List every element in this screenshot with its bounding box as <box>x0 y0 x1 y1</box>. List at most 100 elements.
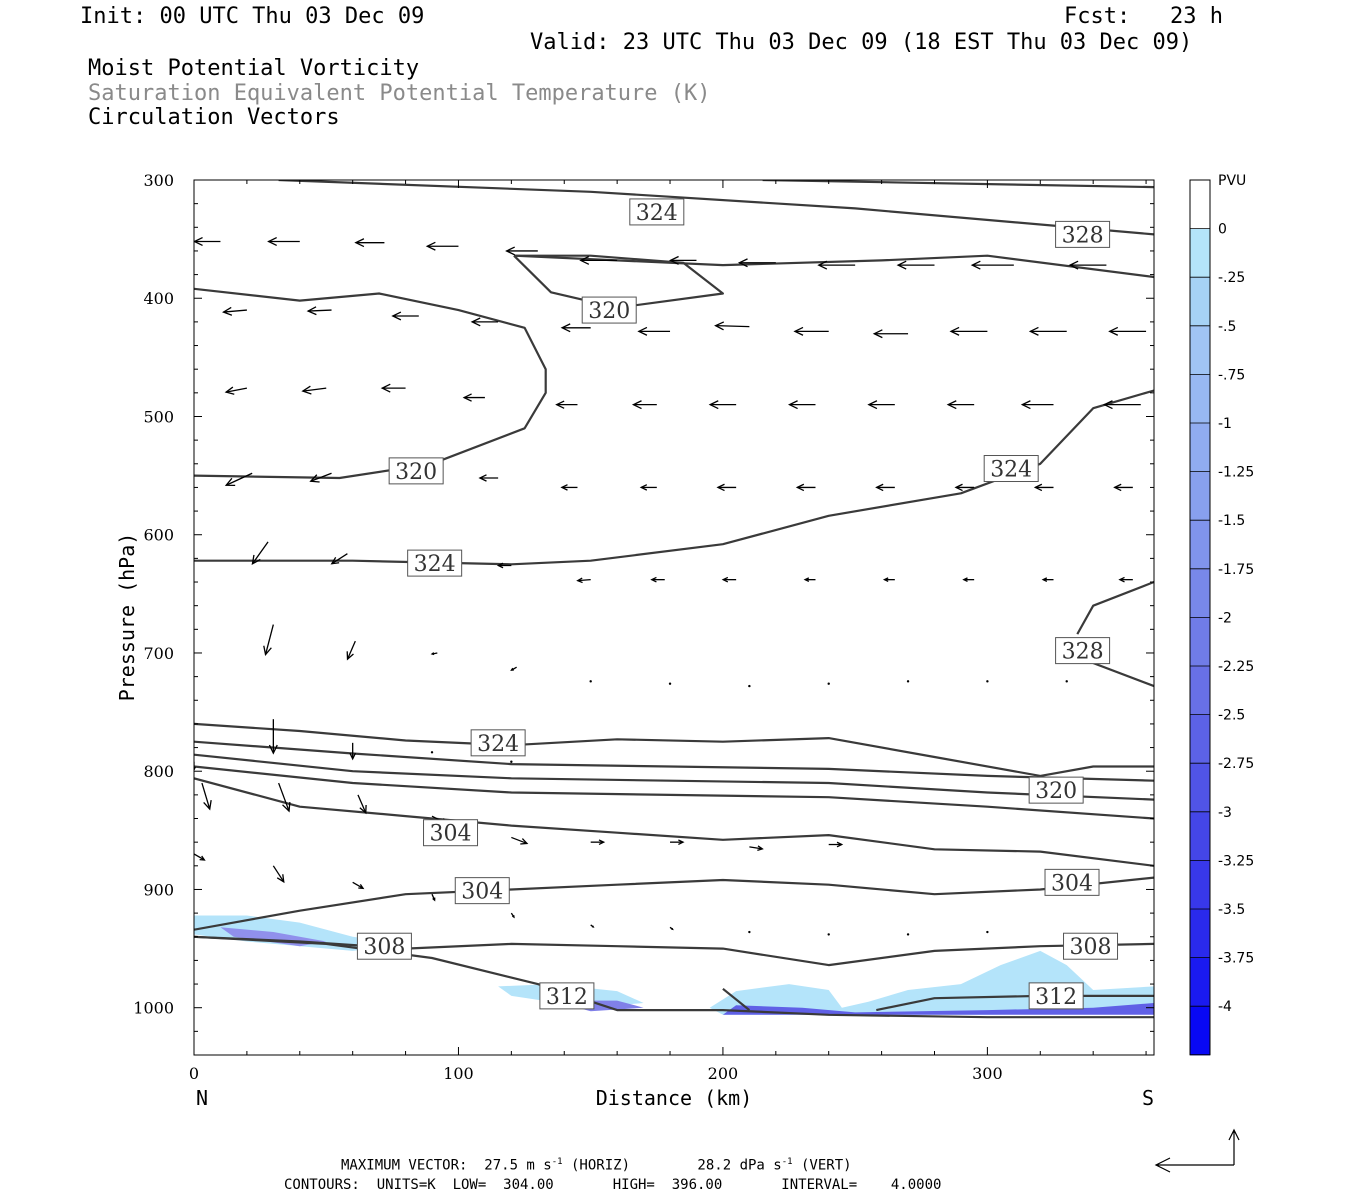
colorbar-swatch <box>1190 666 1210 716</box>
colorbar-swatch <box>1190 180 1210 230</box>
contour-label: 308 <box>1070 935 1112 960</box>
circulation-vector <box>827 682 830 685</box>
field-title-theta-es: Saturation Equivalent Potential Temperat… <box>88 81 711 106</box>
init-time: Init: 00 UTC Thu 03 Dec 09 <box>80 4 425 29</box>
circulation-vector <box>896 260 935 270</box>
theta-contour-3 <box>513 254 724 309</box>
y-axis-label: Pressure (hPa) <box>115 533 139 702</box>
contour-label-box <box>1044 868 1100 896</box>
colorbar-level-label: -2 <box>1218 610 1232 626</box>
circulation-vector <box>268 719 278 755</box>
circulation-vector <box>787 400 816 410</box>
colorbar-swatch <box>1190 763 1210 813</box>
circulation-vector <box>1033 483 1054 492</box>
circulation-vector <box>1118 576 1133 583</box>
north-label: N <box>196 1086 208 1110</box>
colorbar-swatch <box>1190 909 1210 959</box>
circulation-vector <box>589 680 592 683</box>
circulation-vector <box>352 881 365 890</box>
x-tick-label: 200 <box>708 1064 739 1083</box>
circulation-vector <box>669 926 674 931</box>
contour-label: 312 <box>546 985 588 1010</box>
circulation-vector <box>1108 326 1147 336</box>
circulation-vector <box>639 484 657 491</box>
circulation-vector <box>708 400 737 410</box>
theta-contour-2 <box>513 254 1154 279</box>
circulation-vector <box>828 841 844 848</box>
circulation-vector <box>560 484 578 491</box>
contour-label: 308 <box>363 935 405 960</box>
field-title-vectors: Circulation Vectors <box>88 105 340 130</box>
colorbar-level-label: 0 <box>1218 222 1227 238</box>
contour-label-box <box>1055 220 1111 248</box>
theta-contour-17 <box>876 994 1154 1012</box>
contour-label-box <box>539 982 595 1010</box>
contour-label: 324 <box>636 201 678 226</box>
circulation-vector <box>631 400 657 410</box>
colorbar-swatch <box>1190 617 1210 667</box>
colorbar-level-label: -1 <box>1218 416 1232 432</box>
theta-contour-0 <box>278 180 1154 236</box>
circulation-vector <box>462 393 485 402</box>
circulation-vector <box>263 624 274 657</box>
circulation-vector <box>668 682 672 685</box>
circulation-vector <box>430 751 434 754</box>
circulation-vector <box>201 782 212 811</box>
circulation-vector <box>431 893 436 902</box>
contour-label: 320 <box>395 460 437 485</box>
circulation-vector <box>1020 400 1054 410</box>
contour-label: 304 <box>1051 871 1093 896</box>
colorbar-level-label: -1.75 <box>1218 562 1254 578</box>
circulation-vector <box>714 321 750 331</box>
circulation-vector <box>194 236 221 246</box>
pv-shade-5 <box>722 1003 1154 1015</box>
y-tick-label: 400 <box>143 289 174 308</box>
footer-exp-2: -1 <box>781 1157 793 1167</box>
x-tick-label: 300 <box>972 1064 1003 1083</box>
contour-label-box <box>1063 932 1119 960</box>
colorbar-swatch <box>1190 471 1210 521</box>
circulation-vector <box>986 930 989 934</box>
reference-vector-arrow <box>1154 1128 1240 1173</box>
contour-label-box <box>454 877 510 905</box>
circulation-vector <box>425 241 459 251</box>
field-title-pv: Moist Potential Vorticity <box>88 56 420 81</box>
contour-label: 304 <box>461 880 503 905</box>
colorbar-level-label: -3.25 <box>1218 853 1254 869</box>
circulation-vector <box>346 640 356 661</box>
y-tick-label: 800 <box>143 762 174 781</box>
contour-label-box <box>983 455 1039 483</box>
x-tick-label: 100 <box>443 1064 474 1083</box>
plot-frame <box>193 179 1155 1056</box>
circulation-vector <box>306 306 332 316</box>
contour-label: 324 <box>477 732 519 757</box>
contour-label: 328 <box>1062 640 1104 665</box>
colorbar-swatch <box>1190 228 1210 278</box>
colorbar-level-label: -3.75 <box>1218 951 1254 967</box>
circulation-vector <box>309 472 332 483</box>
contour-label-box <box>1028 982 1084 1010</box>
forecast-hour: Fcst: 23 h <box>1064 4 1223 29</box>
circulation-vector <box>224 386 248 395</box>
pv-shade-4 <box>709 950 1154 1015</box>
colorbar-swatch <box>1190 325 1210 375</box>
circulation-vector <box>793 326 829 336</box>
circulation-vector <box>1065 680 1068 683</box>
circulation-vector <box>579 255 618 265</box>
circulation-vector <box>737 258 776 268</box>
circulation-vector <box>510 912 515 919</box>
circulation-vector <box>590 924 595 928</box>
colorbar-swatch <box>1190 811 1210 861</box>
valid-time: Valid: 23 UTC Thu 03 Dec 09 (18 EST Thu … <box>530 30 1193 55</box>
colorbar-level-label: -1.25 <box>1218 465 1254 481</box>
contour-label-box <box>407 549 463 577</box>
colorbar-level-label: -4 <box>1218 999 1232 1015</box>
theta-contour-8 <box>194 722 1154 777</box>
circulation-vector <box>749 845 764 852</box>
contour-label: 328 <box>1062 223 1104 248</box>
circulation-vector <box>511 836 529 845</box>
circulation-vector <box>803 577 816 583</box>
theta-contour-16 <box>722 987 751 1011</box>
circulation-vector <box>357 794 367 815</box>
circulation-vector <box>1102 400 1141 410</box>
